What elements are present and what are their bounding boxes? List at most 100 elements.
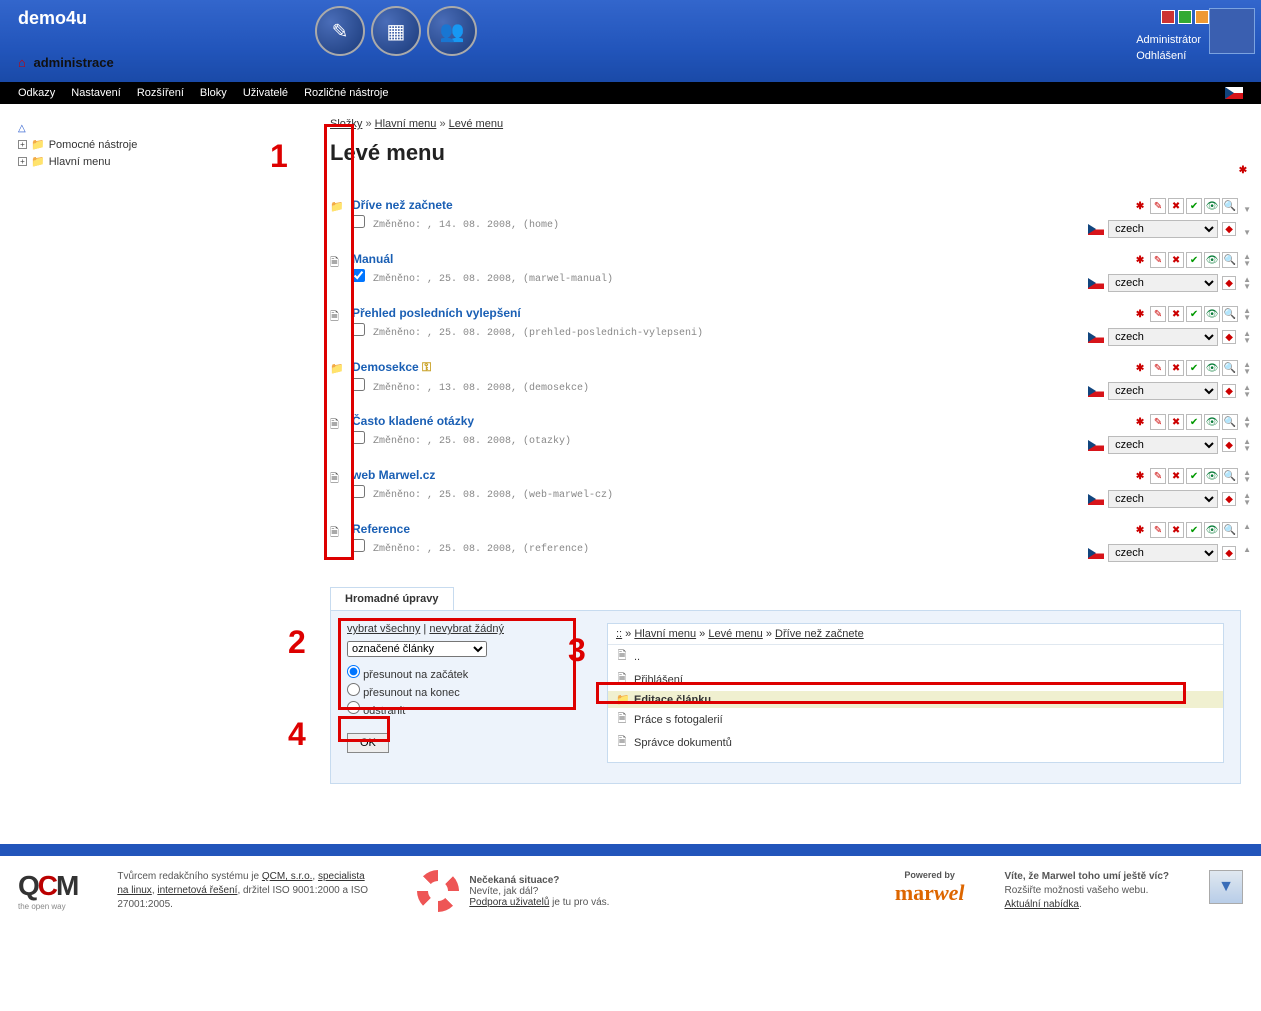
item-checkbox[interactable] — [352, 378, 365, 391]
theme-color-square[interactable] — [1161, 10, 1175, 24]
action-view-icon[interactable]: 👁 — [1204, 306, 1220, 322]
tree-item[interactable]: + 📁 Pomocné nástroje — [18, 138, 292, 151]
action-zoom-icon[interactable]: 🔍 — [1222, 252, 1238, 268]
tree-collapse-icon[interactable]: △ — [18, 123, 26, 134]
item-title[interactable]: Manuál — [352, 252, 1071, 266]
theme-color-square[interactable] — [1195, 10, 1209, 24]
bulk-file-item[interactable]: 📁Editace článku — [608, 691, 1223, 708]
lang-action-icon[interactable]: ◆ — [1222, 276, 1236, 290]
action-delete-icon[interactable]: ✖ — [1168, 522, 1184, 538]
reorder-arrows[interactable]: ▲▼ — [1243, 469, 1251, 483]
action-delete-icon[interactable]: ✖ — [1168, 252, 1184, 268]
action-delete-icon[interactable]: ✖ — [1168, 414, 1184, 430]
theme-color-square[interactable] — [1178, 10, 1192, 24]
action-view-icon[interactable]: 👁 — [1204, 522, 1220, 538]
breadcrumb-link[interactable]: Hlavní menu — [375, 118, 437, 130]
ok-button[interactable]: OK — [347, 733, 389, 753]
bulk-bc-root[interactable]: :: — [616, 628, 622, 640]
action-delete-icon[interactable]: ✖ — [1168, 360, 1184, 376]
item-checkbox[interactable] — [352, 431, 365, 444]
link-reseni[interactable]: internetová řešení — [157, 885, 237, 896]
round-icon-2[interactable]: ▦ — [371, 6, 421, 56]
lang-action-icon[interactable]: ◆ — [1222, 222, 1236, 236]
lang-select[interactable]: czech — [1108, 328, 1218, 346]
topnav-item[interactable]: Nastavení — [71, 87, 121, 99]
lang-action-icon[interactable]: ◆ — [1222, 546, 1236, 560]
reorder-arrows[interactable]: ▲▼ — [1243, 276, 1251, 290]
download-icon[interactable]: ▼ — [1209, 870, 1243, 904]
round-icon-3[interactable]: 👥 — [427, 6, 477, 56]
radio-move-end[interactable]: přesunout na konec — [347, 683, 577, 699]
lang-flag-cz[interactable] — [1225, 87, 1243, 99]
action-edit-icon[interactable]: ✎ — [1150, 522, 1166, 538]
logout-link[interactable]: Odhlášení — [1136, 48, 1201, 64]
reorder-arrows[interactable]: ▲▼ — [1243, 253, 1251, 267]
action-new-icon[interactable]: ✱ — [1132, 468, 1148, 484]
select-none-link[interactable]: nevybrat žádný — [429, 623, 504, 635]
reorder-arrows[interactable]: ▲▼ — [1243, 415, 1251, 429]
action-edit-icon[interactable]: ✎ — [1150, 468, 1166, 484]
item-title[interactable]: Často kladené otázky — [352, 414, 1071, 428]
lang-select[interactable]: czech — [1108, 220, 1218, 238]
tree-expand-icon[interactable]: + — [18, 157, 27, 166]
new-item-icon[interactable]: ✱ — [1235, 162, 1251, 178]
breadcrumb-link[interactable]: Levé menu — [449, 118, 503, 130]
link-qcm[interactable]: QCM, s.r.o. — [262, 871, 313, 882]
bulk-bc-link[interactable]: Levé menu — [708, 628, 762, 640]
radio-delete[interactable]: odstranit — [347, 701, 577, 717]
lang-select[interactable]: czech — [1108, 436, 1218, 454]
action-new-icon[interactable]: ✱ — [1132, 360, 1148, 376]
lang-select[interactable]: czech — [1108, 544, 1218, 562]
reorder-arrows[interactable]: ▲▼ — [1243, 492, 1251, 506]
user-role[interactable]: Administrátor — [1136, 32, 1201, 48]
action-new-icon[interactable]: ✱ — [1132, 306, 1148, 322]
reorder-arrows[interactable]: ▲▼ — [1243, 384, 1251, 398]
bulk-file-item[interactable]: 🗎Přihlášení — [608, 668, 1223, 691]
more-link[interactable]: Aktuální nabídka — [1005, 899, 1080, 910]
item-checkbox[interactable] — [352, 539, 365, 552]
action-zoom-icon[interactable]: 🔍 — [1222, 468, 1238, 484]
item-checkbox[interactable] — [352, 269, 365, 282]
lang-action-icon[interactable]: ◆ — [1222, 384, 1236, 398]
action-edit-icon[interactable]: ✎ — [1150, 198, 1166, 214]
reorder-arrows[interactable]: ▲▼ — [1243, 361, 1251, 375]
action-check-icon[interactable]: ✔ — [1186, 360, 1202, 376]
bulk-bc-link[interactable]: Dříve než začnete — [775, 628, 864, 640]
action-view-icon[interactable]: 👁 — [1204, 252, 1220, 268]
action-zoom-icon[interactable]: 🔍 — [1222, 198, 1238, 214]
reorder-arrows[interactable]: ▲▼ — [1243, 330, 1251, 344]
reorder-arrows[interactable]: ▲▼ — [1243, 222, 1251, 236]
reorder-arrows[interactable]: ▲▼ — [1243, 523, 1251, 537]
action-check-icon[interactable]: ✔ — [1186, 522, 1202, 538]
action-delete-icon[interactable]: ✖ — [1168, 198, 1184, 214]
action-zoom-icon[interactable]: 🔍 — [1222, 522, 1238, 538]
logo[interactable]: demo4u — [18, 8, 87, 29]
item-title[interactable]: Přehled posledních vylepšení — [352, 306, 1071, 320]
radio-move-start[interactable]: přesunout na začátek — [347, 665, 577, 681]
action-check-icon[interactable]: ✔ — [1186, 468, 1202, 484]
action-new-icon[interactable]: ✱ — [1132, 252, 1148, 268]
action-delete-icon[interactable]: ✖ — [1168, 306, 1184, 322]
action-zoom-icon[interactable]: 🔍 — [1222, 414, 1238, 430]
action-check-icon[interactable]: ✔ — [1186, 252, 1202, 268]
bulk-file-item[interactable]: 🗎.. — [608, 645, 1223, 668]
item-title[interactable]: web Marwel.cz — [352, 468, 1071, 482]
topnav-item[interactable]: Uživatelé — [243, 87, 288, 99]
marwel-logo[interactable]: marwel — [895, 880, 965, 906]
topnav-item[interactable]: Rozličné nástroje — [304, 87, 388, 99]
reorder-arrows[interactable]: ▲▼ — [1243, 307, 1251, 321]
lang-action-icon[interactable]: ◆ — [1222, 438, 1236, 452]
action-edit-icon[interactable]: ✎ — [1150, 252, 1166, 268]
bulk-file-item[interactable]: 🗎Práce s fotogalerií — [608, 708, 1223, 731]
bulk-dropdown[interactable]: označené články — [347, 641, 487, 657]
action-check-icon[interactable]: ✔ — [1186, 306, 1202, 322]
bulk-file-item[interactable]: 🗎Správce dokumentů — [608, 731, 1223, 754]
action-check-icon[interactable]: ✔ — [1186, 198, 1202, 214]
qcm-logo[interactable]: QCM — [18, 870, 77, 902]
header-subtitle[interactable]: ⌂ administrace — [18, 55, 114, 70]
round-icon-1[interactable]: ✎ — [315, 6, 365, 56]
item-title[interactable]: Demosekce ⚿ — [352, 360, 1071, 375]
lang-select[interactable]: czech — [1108, 490, 1218, 508]
bulk-tab[interactable]: Hromadné úpravy — [330, 587, 454, 610]
item-title[interactable]: Reference — [352, 522, 1071, 536]
